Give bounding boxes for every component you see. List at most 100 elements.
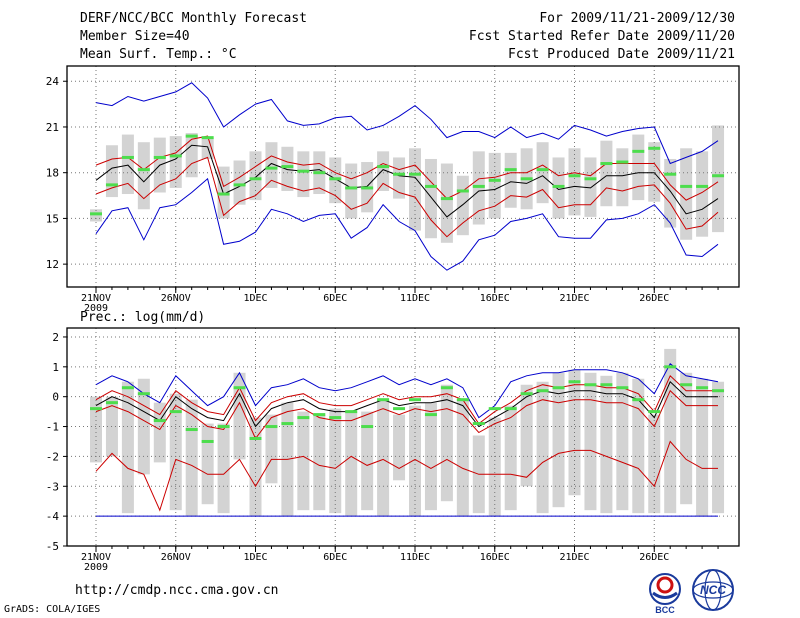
ncc-logo-text: NCC — [700, 583, 726, 597]
temp-box-16 — [345, 163, 358, 219]
temp-box-2 — [121, 134, 134, 195]
prec-ytick-label: 0 — [52, 391, 59, 404]
prec-box-21 — [424, 402, 437, 511]
bcc-logo: BCC — [649, 573, 681, 615]
prec-median-tick-13 — [297, 416, 310, 420]
prec-median-tick-4 — [153, 419, 166, 423]
prec-median-tick-5 — [169, 410, 182, 414]
prec-box-18 — [377, 399, 390, 517]
temp-median-tick-25 — [488, 178, 501, 182]
prec-series-upper — [95, 374, 718, 425]
prec-box-22 — [440, 384, 453, 502]
prec-ytick-label: -1 — [46, 421, 59, 434]
prec-plot-frame — [66, 327, 740, 547]
prec-xtick-label: 26NOV — [161, 552, 191, 563]
refer-date: Fcst Started Refer Date 2009/11/20 — [468, 29, 735, 44]
temp-median-tick-15 — [329, 177, 342, 181]
prec-median-tick-35 — [648, 410, 661, 414]
temp-median-tick-6 — [185, 134, 198, 138]
prec-box-33 — [616, 372, 629, 511]
temp-median-tick-27 — [520, 177, 533, 181]
prec-median-tick-34 — [632, 398, 645, 402]
prec-median-tick-12 — [281, 422, 294, 426]
prec-ytick-label: -2 — [46, 450, 59, 463]
temp-median-tick-29 — [552, 184, 565, 188]
prec-series-mean — [95, 380, 718, 428]
prec-median-tick-3 — [137, 392, 150, 396]
member-size: Member Size=40 — [80, 29, 190, 44]
grads-credit: GrADS: COLA/IGES — [4, 604, 101, 615]
temp-box-37 — [680, 148, 693, 240]
prec-series-max — [95, 363, 719, 419]
prec-xtick-label: 1DEC — [243, 552, 267, 563]
temp-median-tick-34 — [632, 149, 645, 153]
temp-xtick-label: 26DEC — [639, 293, 669, 304]
temp-median-tick-35 — [648, 146, 661, 150]
temp-median-tick-37 — [680, 184, 693, 188]
prec-box-36 — [664, 348, 677, 514]
prec-median-tick-30 — [568, 380, 581, 384]
prec-series-min — [95, 440, 718, 512]
footer-url[interactable]: http://cmdp.ncc.cma.gov.cn — [75, 583, 279, 598]
temp-ytick-label: 12 — [46, 258, 59, 271]
temp-box-29 — [552, 157, 565, 219]
prec-median-tick-8 — [217, 425, 230, 429]
temp-median-tick-33 — [616, 160, 629, 164]
temp-median-tick-8 — [217, 192, 230, 196]
prec-median-tick-39 — [712, 389, 725, 393]
temp-box-11 — [265, 142, 278, 188]
temp-median-tick-9 — [233, 183, 246, 187]
produced-date: Fcst Produced Date 2009/11/21 — [508, 47, 735, 62]
prec-box-29 — [552, 372, 565, 508]
temp-median-tick-1 — [105, 183, 118, 187]
temp-box-24 — [472, 151, 485, 225]
temp-median-tick-18 — [377, 165, 390, 169]
prec-median-tick-28 — [536, 389, 549, 393]
temp-ytick-label: 15 — [46, 212, 59, 225]
prec-box-27 — [520, 384, 533, 487]
prec-median-tick-29 — [552, 386, 565, 390]
ncc-logo: NCC — [692, 569, 734, 611]
prec-median-tick-7 — [201, 439, 214, 443]
prec-median-tick-0 — [90, 407, 102, 411]
prec-median-tick-38 — [696, 386, 709, 390]
prec-median-tick-1 — [105, 401, 118, 405]
forecast-period: For 2009/11/21-2009/12/30 — [539, 11, 735, 26]
prec-median-tick-37 — [680, 383, 693, 387]
temp-box-33 — [616, 148, 629, 207]
prec-box-4 — [153, 402, 166, 463]
temp-box-9 — [233, 160, 246, 205]
temp-median-tick-11 — [265, 166, 278, 170]
prec-box-31 — [584, 372, 597, 511]
prec-box-23 — [456, 399, 469, 517]
temp-median-tick-31 — [584, 177, 597, 181]
prec-ytick-label: -5 — [46, 540, 59, 553]
prec-median-tick-15 — [329, 416, 342, 420]
prec-box-13 — [297, 411, 310, 511]
prec-box-10 — [249, 417, 262, 517]
prec-xtick-label: 11DEC — [400, 552, 430, 563]
chart-title: DERF/NCC/BCC Monthly Forecast — [80, 11, 307, 26]
temp-box-0 — [90, 209, 102, 222]
temp-median-tick-10 — [249, 177, 262, 181]
temp-box-28 — [536, 142, 549, 204]
prec-median-tick-26 — [504, 407, 517, 411]
temp-xtick-label: 11DEC — [400, 293, 430, 304]
prec-box-11 — [265, 414, 278, 484]
prec-median-tick-20 — [409, 398, 421, 402]
temp-series-lower — [95, 156, 719, 238]
temp-median-tick-22 — [440, 197, 453, 201]
temp-xtick-label: 26NOV — [161, 293, 191, 304]
temp-box-25 — [488, 152, 501, 219]
temp-median-tick-21 — [424, 184, 437, 188]
temp-median-tick-17 — [361, 186, 374, 190]
prec-box-38 — [696, 378, 709, 517]
prec-xtick-label: 21DEC — [559, 552, 589, 563]
temp-ytick-label: 21 — [46, 121, 59, 134]
temp-median-tick-26 — [504, 168, 517, 172]
temp-median-tick-32 — [600, 162, 613, 166]
temp-ytick-label: 24 — [46, 75, 60, 88]
prec-ytick-label: 2 — [52, 331, 59, 344]
prec-median-tick-11 — [265, 425, 278, 429]
